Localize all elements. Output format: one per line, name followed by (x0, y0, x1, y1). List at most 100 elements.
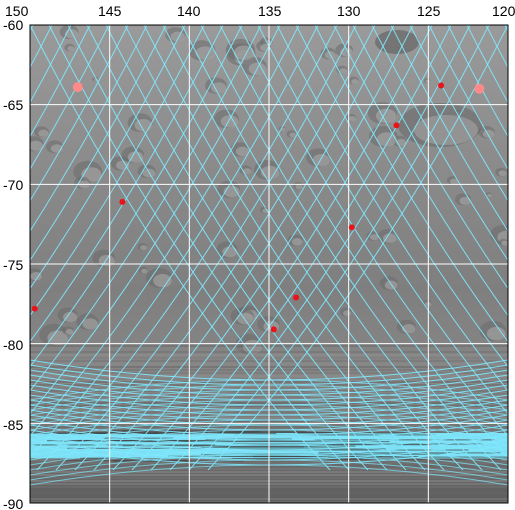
orbit-track (30, 25, 243, 368)
ice-band-streak (231, 443, 484, 445)
ice-band-streak (314, 439, 494, 441)
orbit-track (30, 25, 224, 343)
crater-rim (63, 312, 78, 323)
crater-rim (501, 240, 508, 246)
x-tick-label: 135 (258, 3, 282, 19)
crater-rim (348, 116, 356, 122)
orbit-track (30, 25, 186, 290)
crater-rim (339, 68, 348, 74)
data-markers (31, 82, 485, 333)
y-tick-label: -90 (3, 496, 23, 510)
crater-rim (487, 193, 492, 198)
orbit-track (371, 25, 508, 262)
orbit-track (257, 25, 508, 415)
crater-rim (235, 146, 250, 157)
data-marker (393, 122, 400, 129)
grid-lines (30, 25, 508, 503)
data-marker (474, 83, 485, 94)
crater-rim (486, 326, 506, 341)
orbit-track (352, 25, 508, 290)
ice-band-streak (231, 458, 364, 460)
orbit-track (30, 25, 148, 232)
orbit-track (30, 25, 129, 202)
x-tick-label: 130 (337, 3, 361, 19)
ice-band-streak (168, 431, 261, 433)
crater-rim (65, 328, 74, 335)
y-tick-label: -70 (3, 177, 23, 193)
ice-band-streak (219, 431, 354, 433)
orbit-track (30, 25, 110, 171)
crater-rim (38, 129, 49, 137)
data-marker (119, 198, 126, 205)
crater-rim (170, 31, 186, 42)
orbit-track (295, 25, 508, 368)
crater-rim (382, 233, 397, 244)
crater-rim (236, 312, 254, 325)
crater-rim (211, 82, 227, 94)
crater-rim (498, 170, 507, 177)
crater-rim (30, 272, 43, 281)
orbit-track (30, 25, 167, 262)
crater-rim (289, 132, 297, 138)
crater-rim (369, 234, 379, 241)
x-tick-label: 120 (492, 3, 515, 19)
data-marker (270, 326, 277, 333)
ice-band-streak (200, 446, 304, 448)
orbit-track (428, 25, 508, 171)
crater-rim (351, 79, 359, 85)
orbit-track (409, 25, 508, 202)
crater-rim (482, 129, 495, 139)
crater-rim (153, 274, 172, 288)
orbit-track (333, 25, 508, 317)
orbit-track (30, 25, 300, 437)
ice-band-streak (228, 448, 387, 450)
crater-rim (261, 165, 280, 179)
data-marker (293, 294, 300, 301)
data-marker (72, 82, 83, 93)
x-tick-label: 140 (177, 3, 201, 19)
orbit-track (276, 25, 508, 392)
crater-rim (343, 310, 352, 316)
crater-rim (67, 45, 75, 52)
ice-band-streak (256, 459, 502, 461)
orbit-track (30, 25, 91, 138)
ice-band-streak (31, 444, 216, 446)
crater-rim (140, 245, 148, 251)
crater-rim (449, 178, 459, 185)
ice-band-streak (267, 449, 469, 451)
ice-band-streak (103, 437, 174, 439)
crater-rim (233, 45, 255, 61)
crater-rim (295, 184, 303, 190)
orbit-track (466, 25, 508, 104)
ice-band-streak (80, 457, 141, 459)
crater-rim (82, 318, 98, 330)
orbit-track (447, 25, 508, 138)
crater-rim (222, 246, 238, 258)
orbit-tracks (30, 25, 508, 486)
y-tick-label: -65 (3, 97, 23, 113)
orbit-track (30, 25, 72, 104)
crater-shadow (375, 30, 419, 54)
crater-rim (141, 268, 148, 274)
ice-band-streak (168, 455, 332, 457)
orbit-track (30, 25, 34, 32)
crater-rim (98, 254, 115, 267)
ice-band-streak (63, 440, 190, 442)
crater-rim (30, 140, 43, 151)
crater-rim (47, 330, 68, 346)
plot-frame (29, 24, 509, 504)
orbit-track (30, 25, 205, 317)
data-marker (31, 305, 38, 312)
y-tick-label: -80 (3, 337, 23, 353)
crater-rim (242, 168, 252, 175)
orbit-track (314, 25, 508, 343)
x-tick-label: 145 (98, 3, 122, 19)
x-axis-labels: 150 145 140 135 130 125 120 (5, 3, 515, 19)
data-marker (438, 82, 445, 89)
crater-rim (459, 196, 471, 205)
orbit-track (30, 25, 262, 392)
y-tick-label: -60 (3, 17, 23, 33)
x-tick-label: 150 (5, 3, 29, 19)
ice-band-streak (189, 445, 356, 447)
